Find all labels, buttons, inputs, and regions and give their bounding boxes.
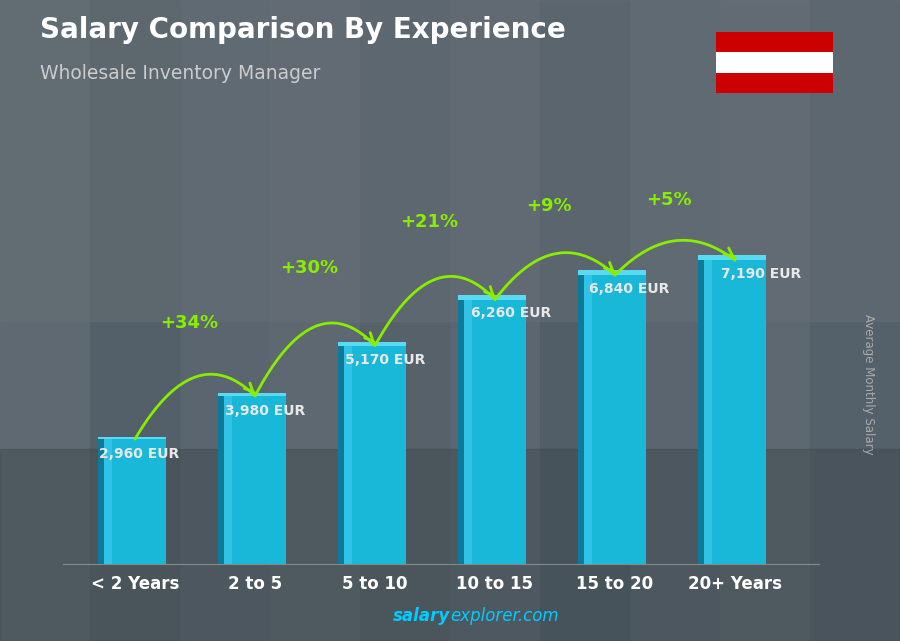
Text: +34%: +34% <box>160 313 218 332</box>
Text: Average Monthly Salary: Average Monthly Salary <box>862 314 875 455</box>
Polygon shape <box>338 342 406 345</box>
Text: +9%: +9% <box>526 197 572 215</box>
Bar <box>0 0 900 320</box>
Polygon shape <box>218 393 286 396</box>
Polygon shape <box>698 255 766 260</box>
Polygon shape <box>457 299 464 564</box>
Text: +21%: +21% <box>400 213 458 231</box>
Text: 5,170 EUR: 5,170 EUR <box>345 353 426 367</box>
Bar <box>360 0 450 641</box>
Bar <box>810 0 900 641</box>
Text: 2,960 EUR: 2,960 EUR <box>99 447 179 462</box>
Polygon shape <box>698 260 704 564</box>
Bar <box>270 0 360 641</box>
Bar <box>0 449 900 641</box>
Bar <box>584 275 646 564</box>
Bar <box>224 396 286 564</box>
Polygon shape <box>457 295 526 299</box>
Bar <box>716 52 832 73</box>
Bar <box>450 0 540 641</box>
Bar <box>704 260 766 564</box>
Text: salary: salary <box>392 607 450 625</box>
Text: 3,980 EUR: 3,980 EUR <box>225 404 305 417</box>
Bar <box>104 439 166 564</box>
Text: explorer.com: explorer.com <box>450 607 559 625</box>
Bar <box>720 0 810 641</box>
Polygon shape <box>97 439 104 564</box>
Text: +30%: +30% <box>280 259 338 277</box>
Text: Salary Comparison By Experience: Salary Comparison By Experience <box>40 16 566 44</box>
Bar <box>0 0 90 641</box>
Bar <box>704 260 712 564</box>
Bar <box>464 299 526 564</box>
Polygon shape <box>578 275 584 564</box>
Bar <box>90 0 180 641</box>
Bar <box>584 275 592 564</box>
Bar <box>540 0 630 641</box>
Text: 7,190 EUR: 7,190 EUR <box>721 267 801 281</box>
Polygon shape <box>97 437 166 439</box>
Bar <box>224 396 232 564</box>
Polygon shape <box>578 270 646 275</box>
Bar <box>630 0 720 641</box>
Text: 6,840 EUR: 6,840 EUR <box>589 282 669 296</box>
Bar <box>464 299 472 564</box>
Text: 6,260 EUR: 6,260 EUR <box>471 306 551 320</box>
Text: Wholesale Inventory Manager: Wholesale Inventory Manager <box>40 64 321 83</box>
Bar <box>104 439 112 564</box>
Polygon shape <box>218 396 224 564</box>
Polygon shape <box>338 345 344 564</box>
Text: +5%: +5% <box>646 191 692 209</box>
Bar <box>344 345 352 564</box>
Bar <box>344 345 406 564</box>
Bar <box>180 0 270 641</box>
